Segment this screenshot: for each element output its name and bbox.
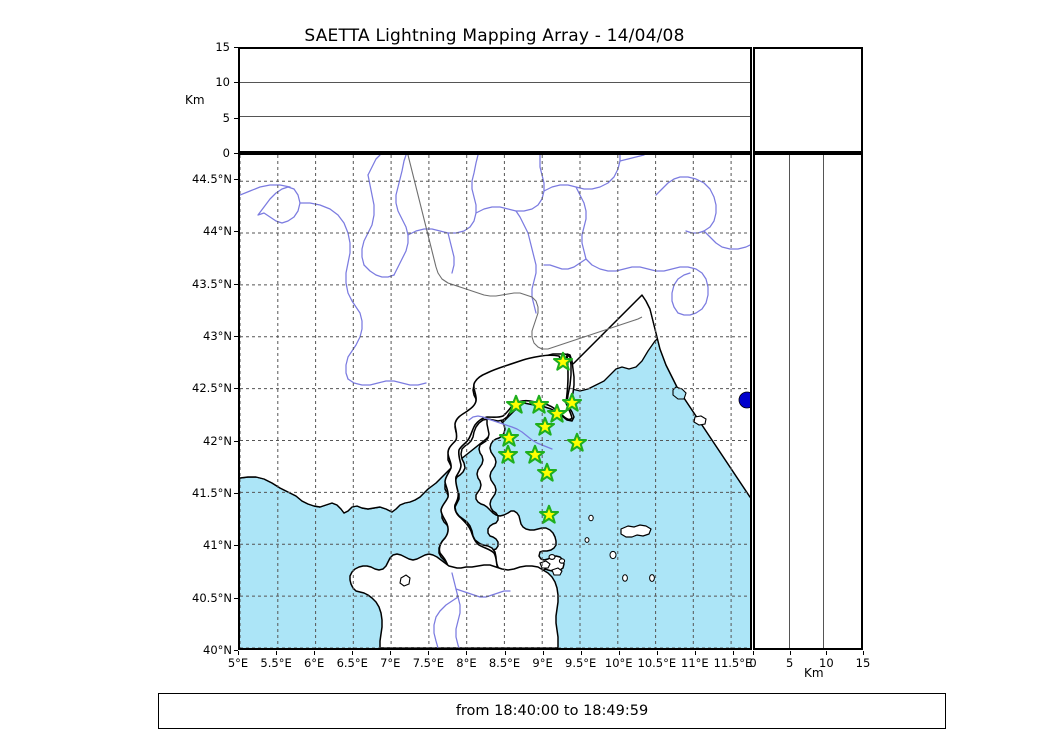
right-km-tick-10: 10 (819, 656, 834, 670)
altitude-tickmark-10 (234, 82, 238, 84)
latitude-tickmark-41°N (234, 545, 238, 547)
longitude-tickmark-8.5°E (504, 651, 506, 655)
longitude-tick-8°E: 8°E (456, 656, 477, 670)
altitude-tickmark-0 (234, 153, 238, 154)
longitude-tick-6.5°E: 6.5°E (336, 656, 368, 670)
right-km-tickmark-10 (826, 651, 828, 655)
longitude-tick-10.5°E: 10.5°E (637, 656, 677, 670)
longitude-tick-7°E: 7°E (380, 656, 401, 670)
longitude-tickmark-9°E (542, 651, 544, 655)
longitude-tick-5°E: 5°E (227, 656, 249, 670)
map-canvas[interactable] (240, 155, 750, 648)
map-graphic (240, 155, 750, 648)
longitude-tick-9.5°E: 9.5°E (565, 656, 597, 670)
right-km-tickmark-0 (753, 651, 754, 655)
latitude-tick-42.5°N: 42.5°N (192, 381, 232, 396)
latitude-tickmark-42°N (234, 440, 238, 442)
latitude-tickmark-44°N (234, 231, 238, 233)
longitude-tick-6°E: 6°E (303, 656, 325, 670)
latitude-tick-40°N: 40°N (203, 643, 232, 657)
longitude-tick-11.5°E: 11.5°E (713, 656, 753, 670)
latitude-tick-43.5°N: 43.5°N (192, 276, 232, 291)
right-km-tick-15: 15 (855, 656, 871, 670)
time-range-text: from 18:40:00 to 18:49:59 (455, 703, 649, 719)
right-km-tickmark-5 (789, 651, 791, 655)
right-km-tick-0: 0 (749, 656, 757, 670)
page-title: SAETTA Lightning Mapping Array - 14/04/0… (304, 26, 685, 46)
latitude-tick-42°N: 42°N (203, 433, 232, 448)
latitude-tick-41.5°N: 41.5°N (192, 486, 232, 501)
longitude-tick-10°E: 10°E (604, 656, 633, 670)
altitude-axis-label: Km (185, 93, 205, 107)
gridline-10km (240, 82, 750, 84)
gridline-5km (240, 116, 750, 117)
longitude-tickmark-6°E (314, 651, 316, 655)
latitude-tickmark-40.5°N (234, 597, 238, 599)
longitude-tick-9°E: 9°E (532, 656, 553, 670)
altitude-tick-0: 0 (222, 146, 230, 160)
latitude-altitude-panel (753, 153, 863, 650)
altitude-histogram-panel (753, 47, 863, 153)
altitude-longitude-panel (238, 47, 752, 153)
status-bar: from 18:40:00 to 18:49:59 (158, 693, 946, 729)
longitude-tick-5.5°E: 5.5°E (260, 656, 292, 670)
latitude-tick-41°N: 41°N (203, 538, 232, 553)
right-km-axis-label: Km (804, 666, 824, 680)
longitude-tickmark-5.5°E (276, 651, 278, 655)
right-km-tickmark-15 (863, 651, 864, 655)
longitude-tickmark-10°E (618, 651, 620, 655)
longitude-tickmark-6.5°E (352, 651, 354, 655)
longitude-tickmark-8°E (466, 651, 468, 655)
gridline-10km-vertical (823, 155, 824, 648)
altitude-tick-15: 15 (215, 40, 230, 54)
right-km-tick-5: 5 (785, 656, 794, 670)
longitude-tickmark-10.5°E (656, 651, 658, 655)
latitude-tick-44°N: 44°N (203, 224, 232, 239)
latitude-tickmark-44.5°N (234, 179, 238, 181)
gridline-5km-vertical (788, 155, 790, 648)
longitude-tickmark-9.5°E (580, 651, 582, 655)
latitude-tickmark-40°N (234, 650, 238, 651)
altitude-tick-5: 5 (222, 110, 230, 125)
longitude-tickmark-7°E (390, 651, 392, 655)
altitude-tick-10: 10 (215, 75, 230, 90)
latitude-tickmark-43°N (234, 336, 238, 338)
longitude-tick-11°E: 11°E (681, 656, 709, 670)
longitude-tickmark-11.5°E (732, 651, 734, 655)
altitude-tickmark-15 (234, 47, 238, 48)
longitude-tickmark-5°E (238, 651, 239, 655)
longitude-tick-7.5°E: 7.5°E (412, 656, 445, 670)
map-panel[interactable] (238, 153, 752, 650)
altitude-tickmark-5 (234, 117, 238, 119)
longitude-tick-8.5°E: 8.5°E (488, 656, 521, 670)
latitude-tickmark-43.5°N (234, 283, 238, 285)
latitude-tickmark-41.5°N (234, 493, 238, 495)
latitude-tick-40.5°N: 40.5°N (192, 590, 232, 605)
longitude-tickmark-7.5°E (428, 651, 430, 655)
latitude-tickmark-42.5°N (234, 388, 238, 390)
reference-point-marker (738, 391, 750, 409)
latitude-tick-43°N: 43°N (203, 329, 232, 344)
longitude-tickmark-11°E (694, 651, 696, 655)
latitude-tick-44.5°N: 44.5°N (192, 172, 232, 187)
